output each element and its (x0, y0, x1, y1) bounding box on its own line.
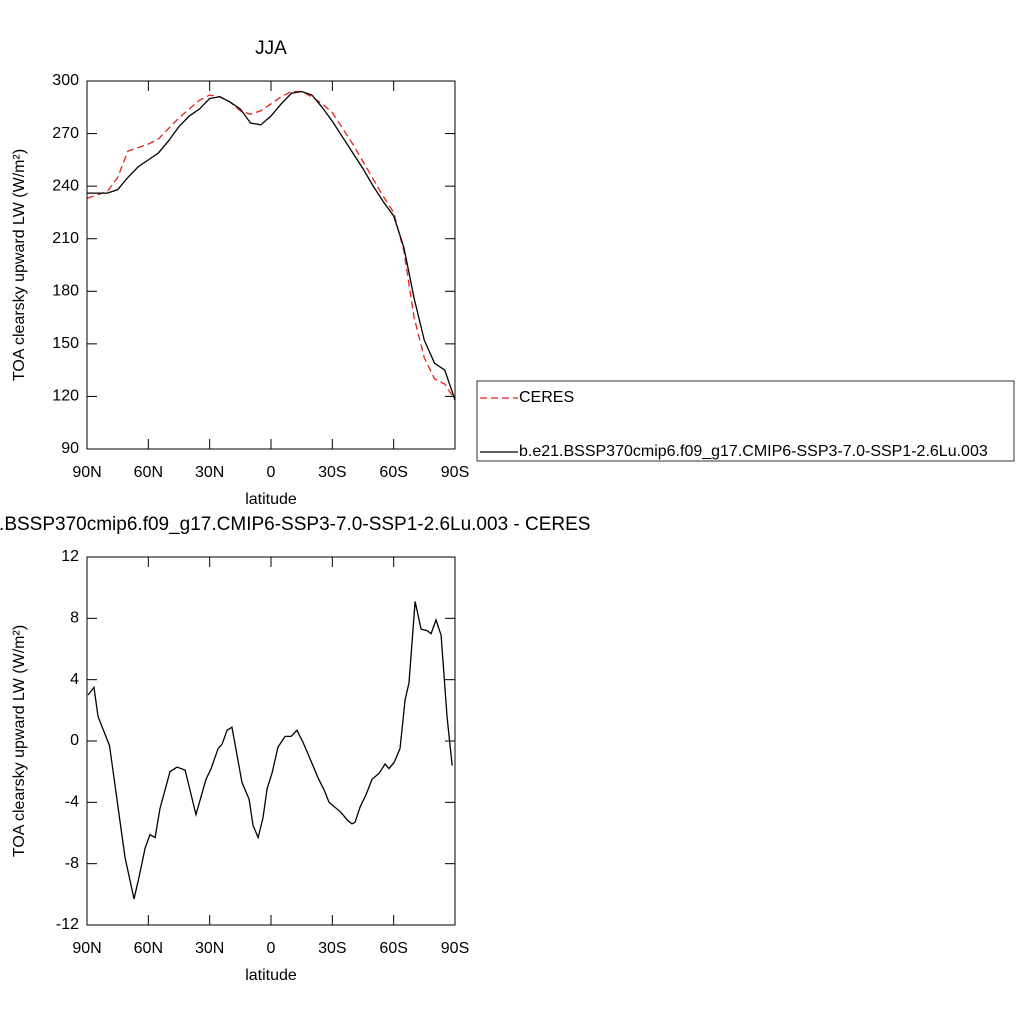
chart-title: b.e21.BSSP370cmip6.f09_g17.CMIP6-SSP3-7.… (0, 514, 590, 535)
legend-box (476, 380, 1015, 462)
x-tick-label: 30N (195, 940, 224, 957)
y-tick-label: 240 (52, 177, 79, 194)
y-axis-label: TOA clearsky upward LW (W/m²) (11, 625, 28, 857)
x-tick-label: 90N (72, 940, 101, 957)
x-tick-label: 60N (134, 464, 163, 481)
y-tick-label: 180 (52, 283, 79, 300)
y-tick-label: -12 (56, 916, 79, 933)
y-tick-label: -8 (65, 855, 79, 872)
plot-frame (86, 80, 456, 450)
x-axis-label: latitude (245, 967, 297, 984)
y-tick-label: 120 (52, 388, 79, 405)
y-tick-label: 4 (70, 671, 79, 688)
x-tick-label: 60S (379, 940, 407, 957)
x-tick-label: 90S (441, 940, 469, 957)
y-tick-label: 150 (52, 335, 79, 352)
x-tick-label: 30S (318, 940, 346, 957)
x-tick-label: 0 (267, 464, 276, 481)
y-tick-label: 90 (61, 440, 79, 457)
chart-title: JJA (255, 38, 287, 59)
data-line (86, 90, 456, 401)
legend-label: CERES (519, 389, 574, 406)
y-tick-label: -4 (65, 794, 79, 811)
x-tick-label: 90N (72, 464, 101, 481)
y-tick-label: 300 (52, 72, 79, 89)
plot-frame (86, 556, 456, 926)
y-tick-label: 0 (70, 732, 79, 749)
y-tick-label: 12 (61, 548, 79, 565)
y-tick-label: 210 (52, 230, 79, 247)
y-axis-label: TOA clearsky upward LW (W/m²) (11, 149, 28, 381)
x-tick-label: 90S (441, 464, 469, 481)
x-tick-label: 0 (267, 940, 276, 957)
x-tick-label: 60S (379, 464, 407, 481)
x-tick-label: 30N (195, 464, 224, 481)
x-tick-label: 60N (134, 940, 163, 957)
legend-label: b.e21.BSSP370cmip6.f09_g17.CMIP6-SSP3-7.… (519, 443, 988, 460)
data-line (87, 90, 456, 401)
y-tick-label: 270 (52, 125, 79, 142)
y-tick-label: 8 (70, 610, 79, 627)
x-tick-label: 30S (318, 464, 346, 481)
data-line (87, 601, 453, 900)
x-axis-label: latitude (245, 491, 297, 508)
